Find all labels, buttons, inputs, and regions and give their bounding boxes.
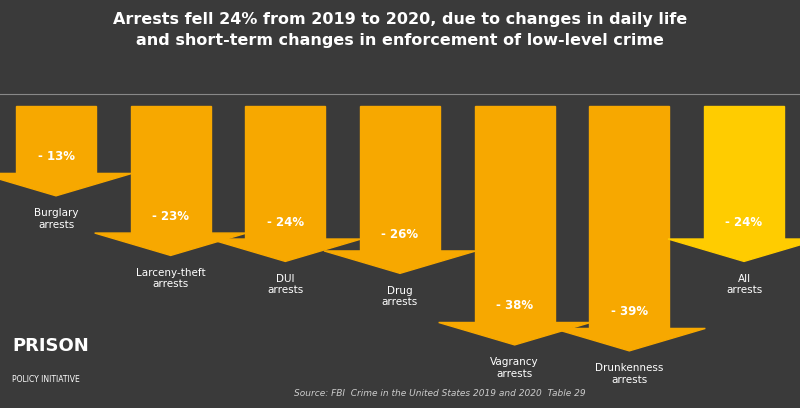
Text: Drunkenness
arrests: Drunkenness arrests	[595, 363, 663, 385]
Text: - 24%: - 24%	[726, 216, 762, 229]
Polygon shape	[16, 106, 96, 173]
Polygon shape	[590, 106, 670, 328]
Text: Source: FBI  Crime in the United States 2019 and 2020  Table 29: Source: FBI Crime in the United States 2…	[294, 389, 586, 398]
Text: All
arrests: All arrests	[726, 274, 762, 295]
Text: - 26%: - 26%	[382, 228, 418, 241]
Polygon shape	[554, 328, 706, 351]
Polygon shape	[324, 251, 476, 273]
Polygon shape	[0, 173, 132, 196]
Text: POLICY INITIATIVE: POLICY INITIATIVE	[12, 375, 80, 384]
Polygon shape	[94, 233, 246, 255]
Polygon shape	[210, 239, 362, 262]
Text: - 39%: - 39%	[610, 305, 648, 318]
Text: - 38%: - 38%	[496, 299, 534, 312]
Text: Arrests fell 24% from 2019 to 2020, due to changes in daily life
and short-term : Arrests fell 24% from 2019 to 2020, due …	[113, 12, 687, 48]
Text: Vagrancy
arrests: Vagrancy arrests	[490, 357, 539, 379]
Text: - 23%: - 23%	[152, 210, 189, 223]
Text: Burglary
arrests: Burglary arrests	[34, 208, 78, 230]
Polygon shape	[246, 106, 326, 239]
Polygon shape	[474, 106, 554, 322]
Text: - 24%: - 24%	[266, 216, 304, 229]
Text: Drug
arrests: Drug arrests	[382, 286, 418, 307]
Text: Larceny-theft
arrests: Larceny-theft arrests	[136, 268, 206, 289]
Text: DUI
arrests: DUI arrests	[267, 274, 303, 295]
Polygon shape	[438, 322, 590, 345]
Polygon shape	[130, 106, 210, 233]
Polygon shape	[360, 106, 440, 251]
Text: PRISON: PRISON	[12, 337, 89, 355]
Polygon shape	[668, 239, 800, 262]
Polygon shape	[704, 106, 784, 239]
Text: - 13%: - 13%	[38, 150, 74, 163]
